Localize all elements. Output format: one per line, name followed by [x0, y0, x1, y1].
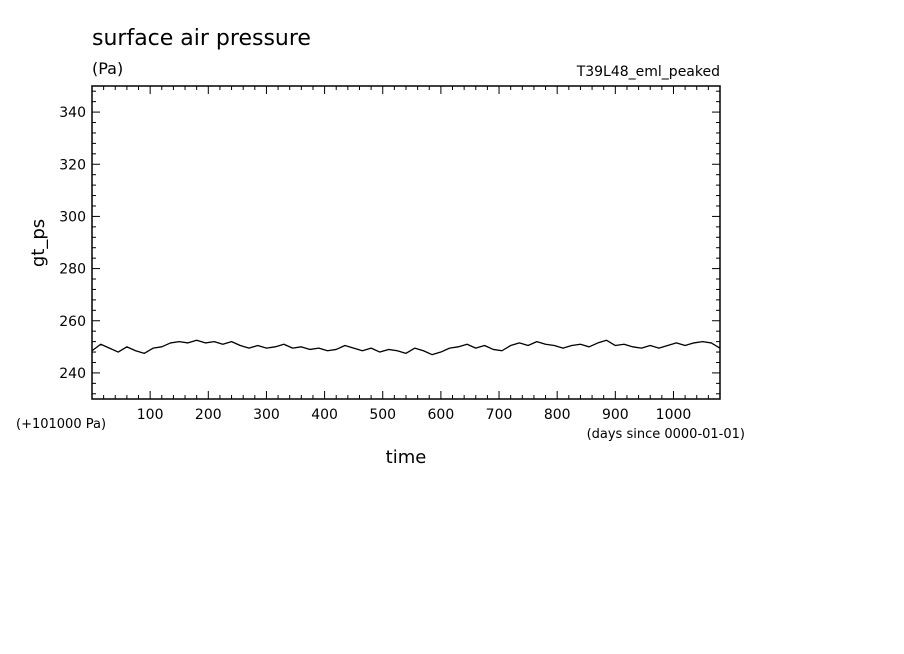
x-axis-ticks	[103, 86, 709, 399]
plot-frame	[91, 85, 721, 400]
y-axis-label: gt_ps	[28, 219, 49, 267]
chart-units: (Pa)	[92, 59, 123, 78]
chart-title: surface air pressure	[92, 26, 311, 51]
y-tick-label: 280	[59, 262, 86, 278]
x-axis-label: time	[386, 447, 427, 468]
series-line-gt-ps	[91, 339, 721, 356]
run-label: T39L48_eml_peaked	[576, 64, 720, 80]
y-tick-label: 320	[59, 157, 86, 173]
x-tick-label: 700	[486, 407, 513, 423]
x-tick-label: 500	[369, 407, 396, 423]
x-unit-note: (days since 0000-01-01)	[587, 427, 745, 442]
x-tick-label: 900	[602, 407, 629, 423]
x-tick-label: 600	[428, 407, 455, 423]
x-tick-label: 800	[544, 407, 571, 423]
x-tick-label: 200	[195, 407, 222, 423]
x-axis-tick-labels: 100 200 300 400 500 600 700 800 900 1000	[137, 407, 692, 423]
y-tick-label: 260	[59, 314, 86, 330]
x-tick-label: 400	[311, 407, 338, 423]
y-axis-ticks	[92, 90, 720, 395]
x-tick-label: 1000	[656, 407, 692, 423]
x-tick-label: 100	[137, 407, 164, 423]
y-tick-label: 300	[59, 209, 86, 225]
y-offset-note: (+101000 Pa)	[16, 417, 106, 432]
y-tick-label: 340	[59, 105, 86, 121]
y-tick-label: 240	[59, 366, 86, 382]
x-tick-label: 300	[253, 407, 280, 423]
y-axis-tick-labels: 240 260 280 300 320 340	[59, 105, 86, 382]
